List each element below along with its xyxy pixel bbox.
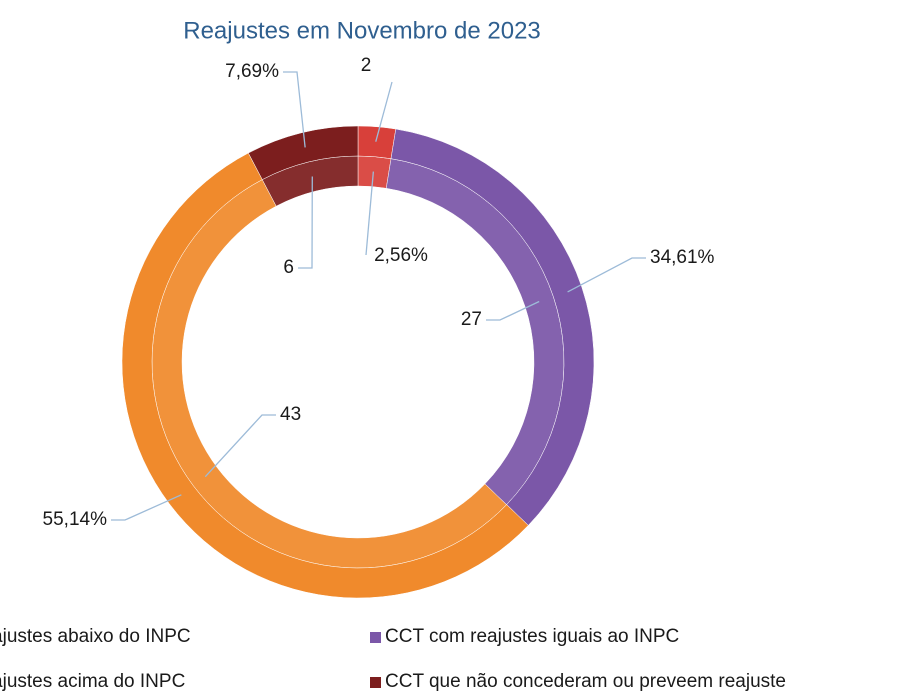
leader-line	[486, 300, 540, 321]
leader-line	[375, 81, 393, 142]
legend-swatch	[370, 677, 381, 688]
donut-slice	[357, 155, 392, 189]
donut-slice	[248, 125, 359, 180]
data-label: 55,14%	[43, 509, 108, 530]
leader-line	[283, 71, 306, 148]
leader-line	[567, 257, 646, 293]
chart-title: Reajustes em Novembro de 2023	[183, 17, 541, 44]
legend-label: CCT que não concederam ou preveem reajus…	[385, 671, 786, 692]
data-label: 2	[361, 55, 372, 76]
donut-slice	[121, 152, 529, 599]
leader-line	[365, 171, 375, 256]
data-label: 43	[280, 404, 301, 425]
data-label: 34,61%	[650, 247, 715, 268]
data-label: 7,69%	[225, 61, 279, 82]
data-label: 2,56%	[374, 245, 428, 266]
leader-line	[204, 414, 276, 478]
legend-label: CCT com reajustes acima do INPC	[0, 671, 185, 692]
donut-slice	[357, 125, 397, 159]
data-label: 6	[283, 257, 294, 278]
data-label: 27	[461, 309, 482, 330]
leader-line	[298, 176, 313, 269]
leader-line	[111, 494, 182, 521]
legend-swatch	[370, 632, 381, 643]
legend-label: CCT com reajustes abaixo do INPC	[0, 626, 191, 647]
legend-label: CCT com reajustes iguais ao INPC	[385, 626, 679, 647]
donut-slice	[390, 128, 595, 526]
